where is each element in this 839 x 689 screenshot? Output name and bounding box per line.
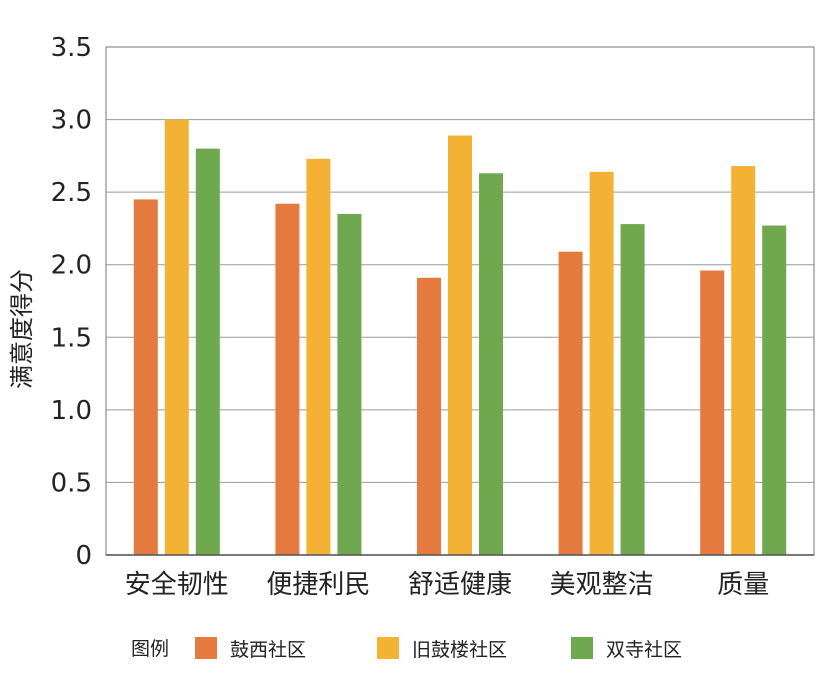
bar-3-5 xyxy=(762,225,787,556)
bar-3-2 xyxy=(337,213,362,555)
y-tick-label: 0 xyxy=(75,541,92,571)
bar-2-4 xyxy=(589,171,614,555)
y-tick-label: 0.5 xyxy=(51,468,92,498)
legend-swatch xyxy=(571,637,593,659)
bar-1-1 xyxy=(133,199,158,555)
y-tick-label: 3.5 xyxy=(51,33,92,63)
bar-1-5 xyxy=(700,270,725,555)
bar-1-2 xyxy=(275,203,300,556)
x-category-label: 舒适健康 xyxy=(408,570,512,600)
y-tick-label: 1.5 xyxy=(51,323,92,353)
bar-3-4 xyxy=(620,224,645,555)
legend-title: 图例 xyxy=(131,638,169,660)
bar-1-4 xyxy=(558,251,583,555)
x-category-label: 质量 xyxy=(717,570,769,600)
bar-1-3 xyxy=(417,277,441,555)
bar-3-1 xyxy=(195,148,220,555)
legend-label: 旧鼓楼社区 xyxy=(412,639,507,661)
x-category-labels: 安全韧性 便捷利民 舒适健康 美观整洁 质量 xyxy=(125,570,769,600)
bar-3-3 xyxy=(479,173,503,555)
x-category-label: 安全韧性 xyxy=(125,570,229,600)
legend-swatch xyxy=(195,637,217,659)
y-tick-label: 2.5 xyxy=(51,178,92,208)
y-axis-label-group: 满意度得分 xyxy=(8,269,36,389)
bars xyxy=(133,119,787,556)
bar-2-1 xyxy=(164,119,189,556)
x-category-label: 便捷利民 xyxy=(266,570,370,600)
x-category-label: 美观整洁 xyxy=(550,570,654,600)
legend: 图例 鼓西社区 旧鼓楼社区 双寺社区 xyxy=(131,637,682,661)
legend-swatch xyxy=(377,637,399,659)
bar-2-5 xyxy=(731,166,756,555)
y-tick-label: 1.0 xyxy=(51,396,92,426)
y-tick-label: 2.0 xyxy=(51,251,92,281)
plot-frame xyxy=(105,46,815,556)
bar-2-3 xyxy=(448,135,472,555)
y-tick-labels: 0 0.5 1.0 1.5 2.0 2.5 3.0 3.5 xyxy=(51,33,92,571)
legend-label: 鼓西社区 xyxy=(230,639,306,661)
y-tick-label: 3.0 xyxy=(51,106,92,136)
legend-label: 双寺社区 xyxy=(606,639,682,661)
bar-2-2 xyxy=(306,158,331,555)
y-axis-label: 满意度得分 xyxy=(8,269,36,389)
